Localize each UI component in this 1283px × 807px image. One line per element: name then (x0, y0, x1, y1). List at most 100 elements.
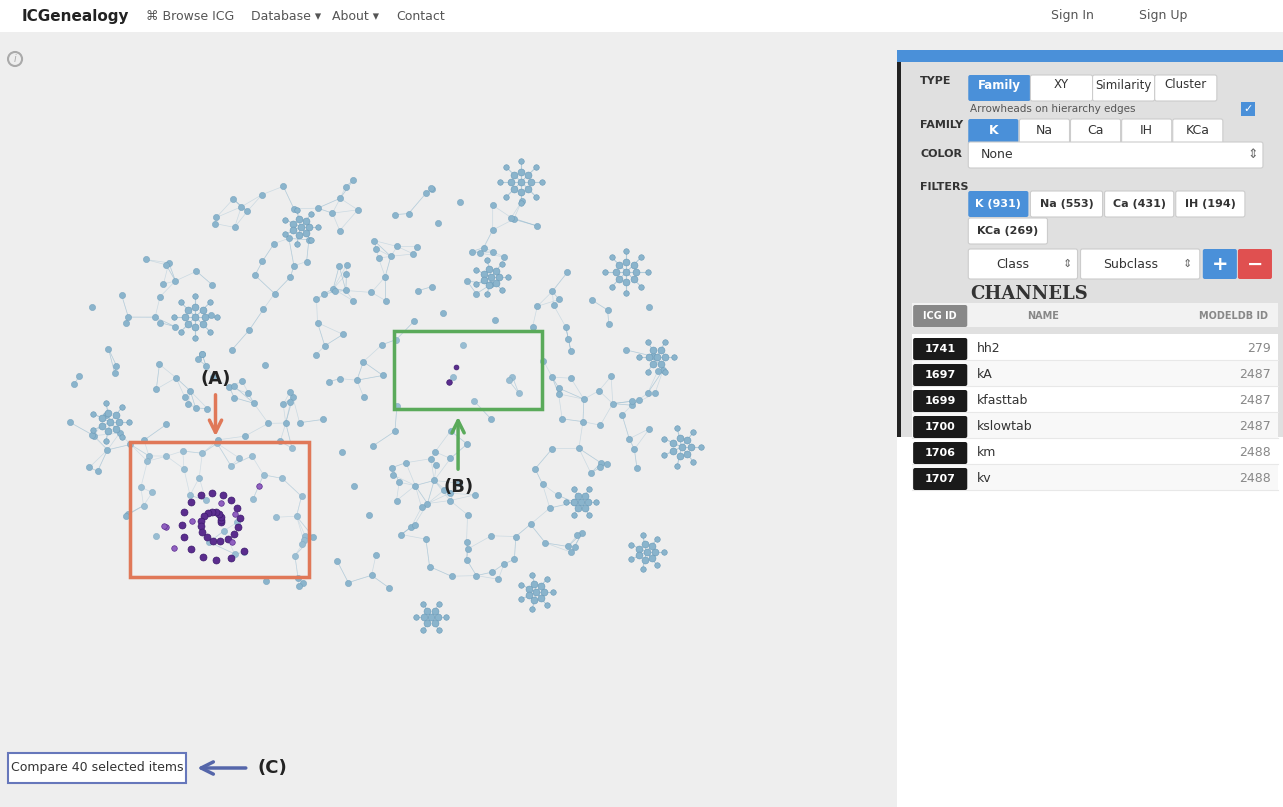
Text: 2487: 2487 (1239, 395, 1271, 408)
Text: MODELDB ID: MODELDB ID (1200, 311, 1268, 321)
FancyBboxPatch shape (1121, 119, 1171, 145)
Text: kslowtab: kslowtab (978, 420, 1033, 433)
Text: FAMILY: FAMILY (920, 120, 964, 130)
Text: IH: IH (1141, 123, 1153, 136)
Text: KCa: KCa (1185, 123, 1210, 136)
Text: Cluster: Cluster (1165, 78, 1207, 91)
Bar (131, 442, 309, 577)
Text: kA: kA (978, 369, 993, 382)
FancyBboxPatch shape (969, 249, 1078, 279)
FancyBboxPatch shape (1070, 119, 1120, 145)
FancyBboxPatch shape (913, 442, 967, 464)
FancyBboxPatch shape (913, 338, 967, 360)
Text: ✓: ✓ (1243, 104, 1252, 114)
Bar (897, 105, 901, 135)
Text: 2488: 2488 (1239, 446, 1271, 459)
Text: TYPE: TYPE (920, 76, 952, 86)
Text: +: + (1211, 254, 1228, 274)
Text: ICG ID: ICG ID (924, 311, 957, 321)
Text: Compare 40 selected items: Compare 40 selected items (12, 762, 183, 775)
Text: Na: Na (1035, 123, 1053, 136)
Bar (394, 331, 543, 409)
FancyBboxPatch shape (1030, 75, 1093, 101)
FancyBboxPatch shape (913, 416, 967, 438)
Text: IH (194): IH (194) (1185, 199, 1236, 209)
Bar (897, 62, 901, 437)
Text: 2487: 2487 (1239, 420, 1271, 433)
FancyBboxPatch shape (969, 75, 1030, 101)
Text: KCa (269): KCa (269) (976, 226, 1038, 236)
Text: (C): (C) (258, 759, 287, 777)
Text: K (931): K (931) (975, 199, 1021, 209)
FancyBboxPatch shape (1175, 191, 1245, 217)
Text: XY: XY (1053, 78, 1069, 91)
Text: Sign Up: Sign Up (1138, 10, 1187, 23)
Bar (0, 0, 802, 32)
Text: kfasttab: kfasttab (978, 395, 1029, 408)
Text: About ▾: About ▾ (332, 10, 380, 23)
Bar (912, 464, 1278, 490)
Bar (897, 134, 901, 164)
Bar (1241, 102, 1255, 116)
Text: 1707: 1707 (925, 474, 956, 484)
Text: None: None (980, 148, 1012, 161)
Bar (912, 412, 1278, 438)
Bar (912, 386, 1278, 412)
FancyBboxPatch shape (1203, 249, 1237, 279)
Text: Subclass: Subclass (1103, 257, 1159, 270)
FancyBboxPatch shape (969, 142, 1262, 168)
Bar (802, 0, 1283, 32)
FancyBboxPatch shape (969, 119, 1019, 145)
FancyBboxPatch shape (1030, 191, 1102, 217)
Text: 2487: 2487 (1239, 369, 1271, 382)
Text: i: i (14, 54, 17, 64)
Text: hh2: hh2 (978, 342, 1001, 356)
Bar (912, 334, 1278, 360)
Text: Contact: Contact (396, 10, 445, 23)
Text: 1697: 1697 (925, 370, 956, 380)
FancyBboxPatch shape (1080, 249, 1200, 279)
Bar (912, 438, 1278, 464)
Text: Database ▾: Database ▾ (250, 10, 321, 23)
Bar (394, 331, 543, 409)
FancyBboxPatch shape (1105, 191, 1174, 217)
Text: CHANNELS: CHANNELS (970, 285, 1088, 303)
Text: Ca: Ca (1087, 123, 1103, 136)
FancyBboxPatch shape (913, 305, 967, 327)
Text: 1741: 1741 (925, 344, 956, 354)
Text: NAME: NAME (1028, 311, 1060, 321)
FancyBboxPatch shape (913, 468, 967, 490)
FancyBboxPatch shape (1173, 119, 1223, 145)
Text: km: km (978, 446, 997, 459)
Bar (897, 62, 1283, 437)
Text: kv: kv (978, 473, 992, 486)
FancyBboxPatch shape (1155, 75, 1216, 101)
Text: Arrowheads on hierarchy edges: Arrowheads on hierarchy edges (970, 104, 1135, 114)
Text: 1700: 1700 (925, 422, 956, 432)
Text: (B): (B) (443, 478, 473, 496)
FancyBboxPatch shape (1238, 249, 1271, 279)
Text: 1706: 1706 (925, 448, 956, 458)
Text: COLOR: COLOR (920, 149, 962, 159)
Bar (897, 50, 1283, 62)
Text: Family: Family (978, 78, 1021, 91)
Text: Similarity: Similarity (1096, 78, 1152, 91)
Text: ⌘ Browse ICG: ⌘ Browse ICG (146, 10, 235, 23)
Text: Na (553): Na (553) (1039, 199, 1093, 209)
FancyBboxPatch shape (913, 364, 967, 386)
FancyBboxPatch shape (1020, 119, 1070, 145)
FancyBboxPatch shape (1093, 75, 1155, 101)
Text: 279: 279 (1247, 342, 1271, 356)
Bar (897, 437, 1283, 807)
Text: ICGenealogy: ICGenealogy (22, 9, 128, 23)
Bar (912, 303, 1278, 327)
Text: ⇕: ⇕ (1062, 259, 1073, 269)
Bar (8, 753, 186, 783)
Bar (912, 360, 1278, 386)
Text: ⇕: ⇕ (1183, 259, 1192, 269)
Text: Class: Class (996, 257, 1029, 270)
Text: (A): (A) (200, 370, 231, 388)
FancyBboxPatch shape (969, 191, 1029, 217)
FancyBboxPatch shape (969, 218, 1047, 244)
Text: 1699: 1699 (925, 396, 956, 406)
